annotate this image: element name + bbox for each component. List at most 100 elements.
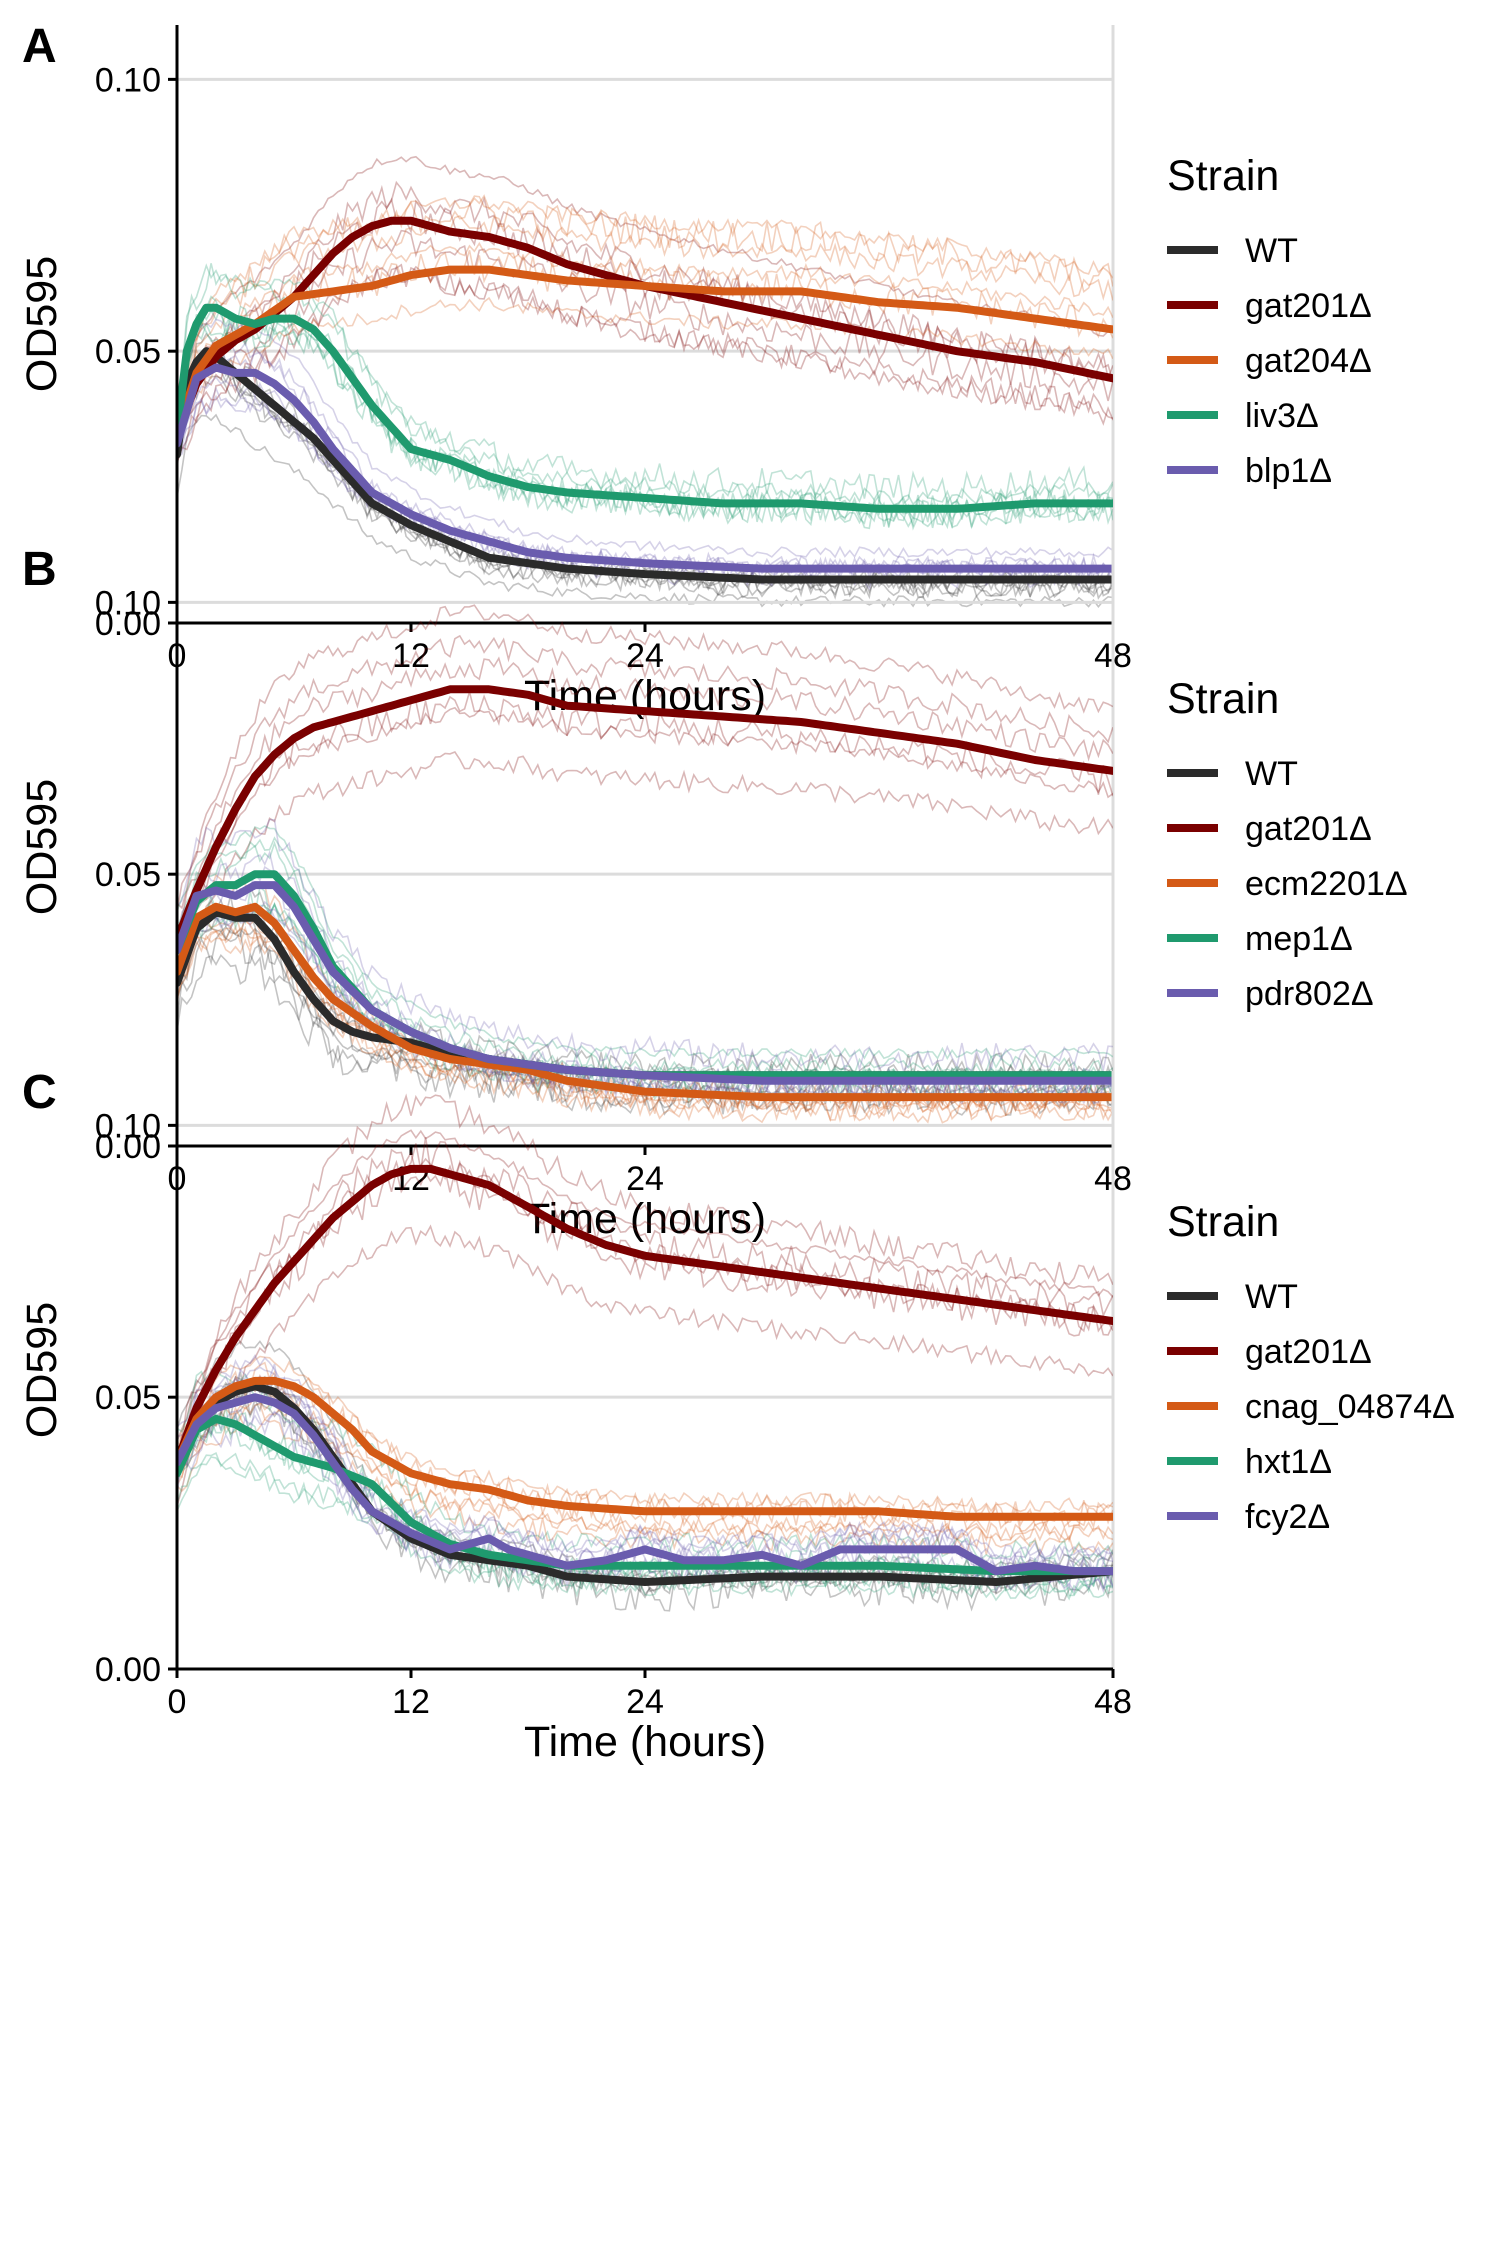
replicate-trace-2-3 — [177, 1355, 1113, 1513]
series-line-2 — [177, 902, 1113, 1102]
legend-label-1: gat201Δ — [1245, 810, 1372, 848]
legend-label-4: blp1Δ — [1245, 452, 1332, 490]
legend-label-2: gat204Δ — [1245, 342, 1372, 380]
replicate-trace-1-5 — [177, 1224, 1113, 1507]
legend: Strain WT gat201Δ gat204Δ liv3Δ blp1Δ — [1167, 152, 1372, 490]
replicate-trace-4-3 — [177, 341, 1113, 577]
y-tick-label-2: 0.10 — [95, 61, 161, 99]
legend-title: Strain — [1167, 675, 1279, 723]
replicate-trace-4-5 — [177, 849, 1113, 1093]
replicate-trace-3-5 — [177, 321, 1113, 531]
series-line-2 — [177, 1376, 1113, 1521]
replicate-trace-1-4 — [177, 751, 1113, 977]
x-tick-label-1: 12 — [392, 637, 430, 675]
y-tick-label-0: 0.00 — [95, 1651, 161, 1689]
panel-label: A — [22, 20, 57, 73]
replicate-trace-3-4 — [177, 263, 1113, 506]
replicate-trace-2-3 — [177, 924, 1113, 1123]
x-tick-label-0: 0 — [168, 1683, 187, 1721]
replicate-trace-1-3 — [177, 229, 1113, 442]
y-tick-label-1: 0.05 — [95, 856, 161, 894]
legend-label-3: hxt1Δ — [1245, 1443, 1332, 1481]
legend: Strain WT gat201Δ ecm2201Δ mep1Δ pdr802Δ — [1167, 675, 1408, 1013]
series-line-3 — [177, 303, 1113, 513]
replicate-trace-2-3 — [177, 195, 1113, 407]
replicate-trace-0-3 — [177, 369, 1113, 592]
replicate-trace-1-0 — [177, 1093, 1113, 1458]
replicate-traces — [177, 155, 1113, 608]
panel-label: B — [22, 543, 57, 596]
series-line-4 — [177, 881, 1113, 1085]
y-tick-label-1: 0.05 — [95, 1379, 161, 1417]
legend-label-1: gat201Δ — [1245, 1333, 1372, 1371]
replicate-trace-1-2 — [177, 1137, 1113, 1457]
y-tick-label-2: 0.10 — [95, 1107, 161, 1145]
legend-label-2: cnag_04874Δ — [1245, 1388, 1455, 1426]
replicate-trace-1-1 — [177, 1167, 1113, 1467]
replicate-trace-4-1 — [177, 1353, 1113, 1563]
x-tick-label-2: 24 — [626, 1683, 664, 1721]
replicate-trace-2-4 — [177, 1403, 1113, 1544]
replicate-trace-2-4 — [177, 296, 1113, 446]
x-tick-label-2: 24 — [626, 637, 664, 675]
replicate-trace-1-0 — [177, 264, 1113, 464]
y-tick-label-1: 0.05 — [95, 333, 161, 371]
series-line-4 — [177, 1393, 1113, 1576]
replicate-trace-3-5 — [177, 1366, 1113, 1561]
replicate-trace-2-5 — [177, 194, 1113, 398]
mean-lines — [177, 685, 1113, 1102]
y-tick-label-0: 0.00 — [95, 605, 161, 643]
replicate-trace-2-2 — [177, 241, 1113, 421]
series-line-4 — [177, 363, 1113, 573]
replicate-trace-4-4 — [177, 818, 1113, 1073]
x-axis-title: Time (hours) — [524, 1195, 766, 1243]
mean-lines — [177, 216, 1113, 584]
replicate-trace-3-2 — [177, 263, 1113, 506]
replicate-trace-1-1 — [177, 180, 1113, 425]
series-line-1 — [177, 216, 1113, 437]
legend-label-4: fcy2Δ — [1245, 1498, 1330, 1536]
replicate-trace-1-3 — [177, 634, 1113, 910]
replicate-trace-1-0 — [177, 604, 1113, 913]
replicate-trace-4-0 — [177, 386, 1113, 581]
legend: Strain WT gat201Δ cnag_04874Δ hxt1Δ fcy2Δ — [1167, 1198, 1455, 1536]
x-tick-label-3: 48 — [1094, 1683, 1132, 1721]
series-line-2 — [177, 265, 1113, 437]
replicate-trace-4-1 — [177, 318, 1113, 559]
replicate-trace-2-1 — [177, 927, 1113, 1124]
series-line-1 — [177, 1164, 1113, 1467]
replicate-trace-3-2 — [177, 1456, 1113, 1602]
y-axis-title: OD595 — [18, 1302, 66, 1438]
replicate-trace-3-2 — [177, 836, 1113, 1076]
y-tick-label-2: 0.10 — [95, 584, 161, 622]
replicate-trace-1-4 — [177, 1129, 1113, 1442]
mean-lines — [177, 1164, 1113, 1586]
replicate-trace-4-3 — [177, 1366, 1113, 1565]
legend-title: Strain — [1167, 1198, 1279, 1246]
panel-c: 0.00 0.05 0.10 0 12 24 48 Time (hours) OD595 C Str… — [18, 1066, 1455, 1766]
replicate-trace-3-4 — [177, 825, 1113, 1060]
replicate-trace-1-4 — [177, 155, 1113, 399]
replicate-trace-1-2 — [177, 706, 1113, 947]
legend-label-1: gat201Δ — [1245, 287, 1372, 325]
replicate-trace-0-2 — [177, 885, 1113, 1084]
x-tick-label-2: 24 — [626, 1160, 664, 1198]
legend-label-4: pdr802Δ — [1245, 975, 1374, 1013]
legend-label-3: liv3Δ — [1245, 397, 1319, 435]
replicate-trace-2-0 — [177, 918, 1113, 1111]
legend-title: Strain — [1167, 152, 1279, 200]
replicate-trace-0-5 — [177, 355, 1113, 599]
x-axis-title: Time (hours) — [524, 1718, 766, 1766]
legend-label-3: mep1Δ — [1245, 920, 1353, 958]
x-tick-label-1: 12 — [392, 1683, 430, 1721]
legend-label-0: WT — [1245, 232, 1298, 270]
y-axis-title: OD595 — [18, 779, 66, 915]
legend-label-2: ecm2201Δ — [1245, 865, 1408, 903]
legend-label-0: WT — [1245, 1278, 1298, 1316]
replicate-trace-2-1 — [177, 1394, 1113, 1542]
y-axis-title: OD595 — [18, 256, 66, 392]
legend-label-0: WT — [1245, 755, 1298, 793]
